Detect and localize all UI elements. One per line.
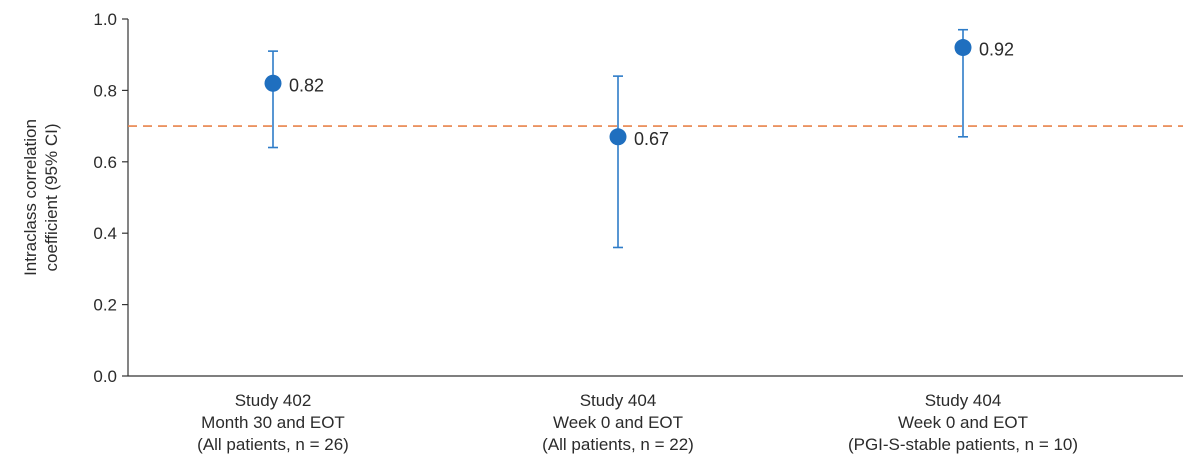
y-axis-title-line: Intraclass correlation xyxy=(21,119,40,276)
category-label-line: Study 404 xyxy=(925,391,1002,410)
category-label-line: (All patients, n = 22) xyxy=(542,435,694,454)
category-label-line: Month 30 and EOT xyxy=(201,413,345,432)
category-labels: Study 402 Month 30 and EOT (All patients, … xyxy=(197,391,1078,454)
y-ticks: 0.0 0.2 0.4 0.6 0.8 1.0 xyxy=(93,10,128,386)
value-labels: 0.82 0.67 0.92 xyxy=(289,40,1014,149)
category-label-line: (PGI-S-stable patients, n = 10) xyxy=(848,435,1078,454)
category-label-line: Study 402 xyxy=(235,391,312,410)
data-points xyxy=(264,39,972,146)
data-point xyxy=(264,74,282,92)
y-tick-label: 1.0 xyxy=(93,10,117,29)
value-label: 0.92 xyxy=(979,40,1014,60)
y-axis-title-text: Intraclass correlation coefficient (95% C… xyxy=(21,119,61,276)
category-label: Study 404 Week 0 and EOT (PGI-S-stable pat… xyxy=(848,391,1078,454)
axes xyxy=(127,19,1183,377)
y-tick-label: 0.2 xyxy=(93,296,117,315)
y-axis-title: Intraclass correlation coefficient (95% C… xyxy=(21,119,61,276)
y-tick-label: 0.8 xyxy=(93,81,117,100)
y-axis-title-line: coefficient (95% CI) xyxy=(42,123,61,271)
category-label-line: Week 0 and EOT xyxy=(898,413,1028,432)
category-label-line: Study 404 xyxy=(580,391,657,410)
value-label: 0.82 xyxy=(289,75,324,95)
category-label: Study 404 Week 0 and EOT (All patients, n … xyxy=(542,391,694,454)
category-label-line: Week 0 and EOT xyxy=(553,413,683,432)
y-tick-label: 0.4 xyxy=(93,224,117,243)
data-point xyxy=(954,39,972,57)
category-label: Study 402 Month 30 and EOT (All patients, … xyxy=(197,391,349,454)
y-tick-label: 0.6 xyxy=(93,153,117,172)
y-tick-label: 0.0 xyxy=(93,367,117,386)
value-label: 0.67 xyxy=(634,129,669,149)
category-label-line: (All patients, n = 26) xyxy=(197,435,349,454)
error-bars xyxy=(268,28,968,249)
data-point xyxy=(609,128,627,146)
